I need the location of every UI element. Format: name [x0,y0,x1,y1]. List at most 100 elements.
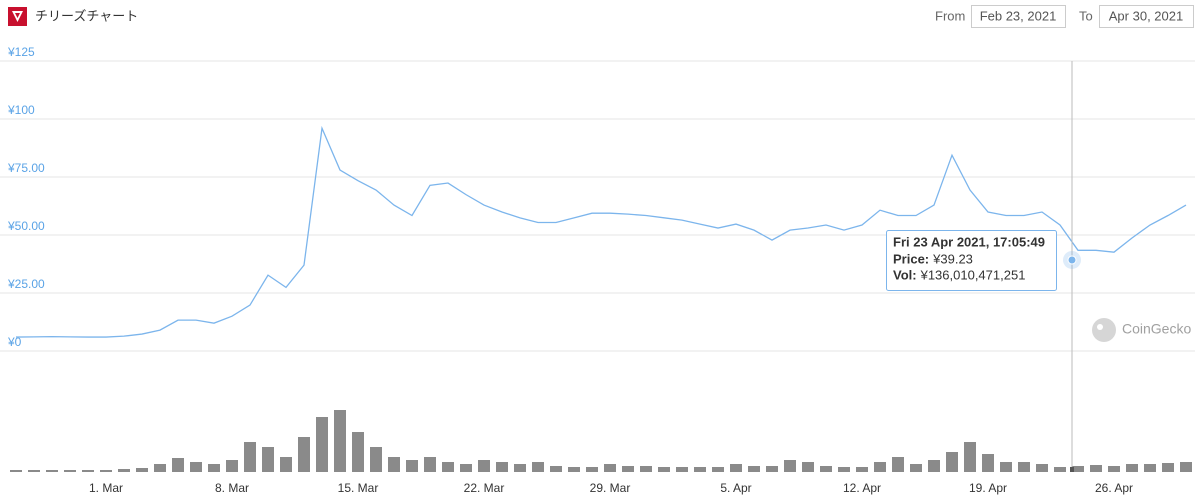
x-tick-label: 19. Apr [969,481,1007,495]
volume-bar [1090,465,1102,472]
volume-bar [136,468,148,472]
volume-bar [838,467,850,472]
x-tick-label: 12. Apr [843,481,881,495]
tooltip-label: Price: [893,251,929,266]
volume-bar [802,462,814,472]
volume-bar [568,467,580,472]
volume-bar [82,470,94,472]
y-tick-label: ¥100 [7,103,35,117]
from-input[interactable] [971,5,1066,28]
volume-bar [334,410,346,472]
volume-bar [820,466,832,472]
volume-bar [316,417,328,472]
y-tick-label: ¥50.00 [7,219,45,233]
volume-bar [1000,462,1012,472]
volume-bar [478,460,490,472]
volume-bar [370,447,382,472]
volume-bar [856,467,868,472]
volume-bar [874,462,886,472]
volume-bar [460,464,472,472]
volume-bar [46,470,58,472]
volume-bar [298,437,310,472]
x-tick-label: 22. Mar [464,481,505,495]
volume-bar [1162,463,1174,472]
volume-bar [928,460,940,472]
tooltip-value: ¥136,010,471,251 [920,267,1026,282]
to-date[interactable]: Apr 30, 2021 [1109,8,1183,23]
volume-bar [208,464,220,472]
volume-bar [586,467,598,472]
logo-icon [12,11,23,22]
volume-bar [1036,464,1048,472]
volume-bar [406,460,418,472]
volume-bar [100,470,112,472]
volume-bar [10,470,22,472]
logo [8,7,27,26]
volume-bar [622,466,634,472]
tooltip-box [886,230,1057,291]
watermark: CoinGecko [1122,321,1191,337]
volume-bar [766,466,778,472]
volume-bar [964,442,976,472]
volume-bar [154,464,166,472]
volume-bar [676,467,688,472]
volume-bar [784,460,796,472]
volume-bar [190,462,202,472]
volume-bar [1144,464,1156,472]
volume-bar [442,462,454,472]
y-tick-label: ¥75.00 [7,161,45,175]
volume-bar [946,452,958,472]
volume-bar [118,469,130,472]
volume-bar [172,458,184,472]
volume-bar [388,457,400,472]
from-label: From [935,8,965,23]
volume-bar [532,462,544,472]
x-tick-label: 8. Mar [215,481,249,495]
x-tick-label: 26. Apr [1095,481,1133,495]
y-tick-label: ¥25.00 [7,277,45,291]
volume-bar [424,457,436,472]
to-input[interactable] [1099,5,1194,28]
x-tick-label: 5. Apr [720,481,751,495]
volume-bar [982,454,994,472]
volume-bar [550,466,562,472]
y-tick-label: ¥125 [7,45,35,59]
volume-bar [694,467,706,472]
volume-bar [262,447,274,472]
volume-bar [1054,467,1066,472]
volume-bar [496,462,508,472]
volume-bar [712,467,724,472]
volume-bar [1180,462,1192,472]
volume-bar [604,464,616,472]
volume-bar [28,470,40,472]
watermark-icon [1092,318,1116,342]
volume-bar [1108,466,1120,472]
tooltip-value: ¥39.23 [932,251,973,266]
volume-bar [280,457,292,472]
volume-bar [748,466,760,472]
tooltip-title: Fri 23 Apr 2021, 17:05:49 [893,234,1045,249]
volume-bar [640,466,652,472]
volume-bar [892,457,904,472]
x-tick-label: 1. Mar [89,481,123,495]
volume-bar [658,467,670,472]
tooltip-label: Vol: [893,267,917,282]
volume-bar [64,470,76,472]
volume-bar [910,464,922,472]
volume-bar [226,460,238,472]
x-tick-label: 15. Mar [338,481,379,495]
volume-bar [352,432,364,472]
from-date[interactable]: Feb 23, 2021 [980,8,1057,23]
to-label: To [1079,8,1093,23]
chart-title: チリーズチャート [35,8,138,23]
volume-bar [244,442,256,472]
hover-volume-bar [1070,466,1074,472]
volume-bar [514,464,526,472]
x-tick-label: 29. Mar [590,481,631,495]
volume-bar [1126,464,1138,472]
price-line [15,125,1187,338]
y-tick-label: ¥0 [7,335,22,349]
watermark-icon-eye [1097,324,1103,330]
